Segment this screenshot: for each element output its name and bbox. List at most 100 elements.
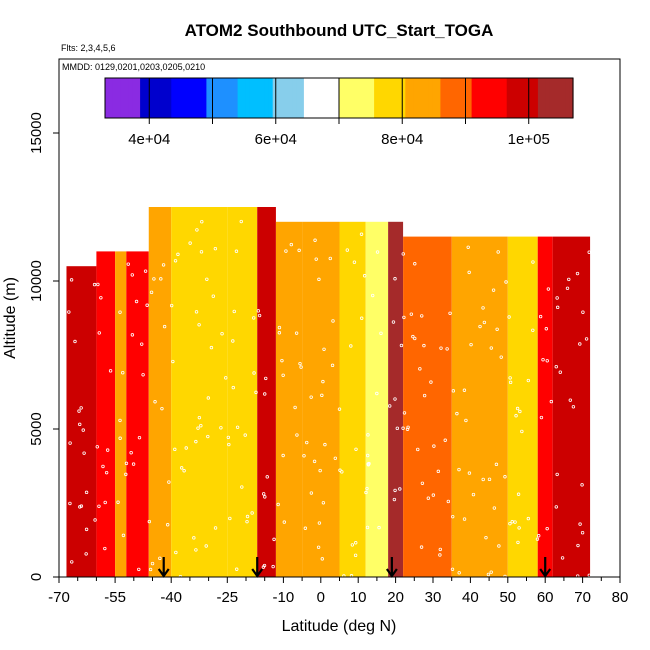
sample-point bbox=[462, 388, 467, 392]
sample-point bbox=[141, 373, 145, 377]
sample-point bbox=[280, 358, 284, 363]
sample-point bbox=[295, 433, 299, 437]
colorbar-segment bbox=[378, 78, 383, 118]
sample-point bbox=[95, 445, 99, 449]
x-tick-label: 60 bbox=[537, 589, 554, 606]
sample-point bbox=[68, 501, 72, 506]
colorbar-segment bbox=[452, 78, 457, 118]
sample-point bbox=[84, 527, 89, 532]
x-tick-label: 10 bbox=[350, 589, 367, 606]
sample-point bbox=[320, 393, 324, 398]
sample-point bbox=[503, 475, 507, 479]
heatmap-column-5 bbox=[171, 207, 228, 577]
colorbar-segment bbox=[537, 78, 543, 118]
sample-point bbox=[121, 533, 126, 538]
sample-point bbox=[359, 232, 364, 236]
sample-point bbox=[243, 433, 247, 437]
colorbar-segment bbox=[214, 78, 219, 118]
sample-point bbox=[179, 466, 184, 470]
sample-point bbox=[549, 399, 554, 404]
y-tick-label: 0 bbox=[28, 573, 45, 581]
sample-point bbox=[409, 312, 414, 316]
sample-point bbox=[116, 500, 120, 504]
colorbar-segment bbox=[315, 78, 321, 118]
sample-point bbox=[350, 543, 355, 547]
sample-point bbox=[379, 331, 383, 336]
x-tick-label: 30 bbox=[425, 589, 442, 606]
sample-point bbox=[349, 344, 353, 348]
colorbar-segment bbox=[389, 78, 395, 118]
colorbar-segment bbox=[171, 78, 176, 118]
colorbar-tick-label: 8e+04 bbox=[381, 131, 423, 148]
colorbar-segment bbox=[545, 78, 551, 118]
colorbar-segment bbox=[116, 78, 122, 118]
sample-point bbox=[313, 238, 317, 242]
sample-point bbox=[457, 467, 461, 472]
sample-point bbox=[131, 462, 136, 466]
sample-point bbox=[323, 442, 327, 447]
sample-point bbox=[420, 481, 425, 485]
colorbar-segment bbox=[241, 78, 246, 118]
colorbar-segment bbox=[280, 78, 285, 118]
sample-point bbox=[526, 378, 531, 383]
colorbar-segment bbox=[303, 78, 309, 118]
sample-point bbox=[580, 483, 584, 487]
colorbar-segment bbox=[417, 78, 422, 118]
sample-point bbox=[438, 553, 442, 557]
sample-point bbox=[499, 355, 503, 359]
sample-point bbox=[143, 269, 148, 273]
sample-point bbox=[581, 310, 585, 314]
sample-point bbox=[446, 499, 451, 504]
sample-point bbox=[429, 380, 433, 384]
colorbar-segment bbox=[424, 78, 430, 118]
sample-point bbox=[148, 567, 153, 572]
heatmap-column-7 bbox=[257, 207, 276, 577]
y-tick-label: 15000 bbox=[28, 112, 45, 154]
sample-point bbox=[432, 444, 436, 448]
sample-point bbox=[370, 293, 375, 298]
sample-point bbox=[354, 541, 358, 545]
sample-point bbox=[81, 428, 85, 432]
colorbar-segment bbox=[350, 78, 356, 118]
colorbar-segment bbox=[183, 78, 188, 118]
sample-point bbox=[486, 572, 491, 577]
x-tick-label: 80 bbox=[612, 589, 629, 606]
sample-point bbox=[353, 553, 358, 558]
colorbar-segment bbox=[428, 78, 434, 118]
sample-point bbox=[328, 256, 332, 261]
sample-point bbox=[239, 219, 243, 224]
colorbar-segment bbox=[561, 78, 566, 118]
colorbar-segment bbox=[120, 78, 126, 118]
y-tick-label: 5000 bbox=[28, 412, 45, 445]
colorbar-segment bbox=[370, 78, 375, 118]
colorbar-segment bbox=[249, 78, 254, 118]
sample-point bbox=[443, 438, 447, 442]
colorbar-segment bbox=[530, 78, 535, 118]
sample-point bbox=[457, 571, 461, 575]
colorbar-segment bbox=[420, 78, 426, 118]
sample-point bbox=[413, 262, 417, 266]
colorbar-segment bbox=[218, 78, 223, 118]
sample-point bbox=[206, 396, 211, 400]
colorbar-segment bbox=[366, 78, 371, 118]
sample-point bbox=[560, 556, 565, 560]
sample-point bbox=[464, 418, 468, 423]
colorbar-segment bbox=[319, 78, 324, 118]
colorbar-segment bbox=[436, 78, 441, 118]
sample-point bbox=[67, 310, 71, 314]
sample-point bbox=[226, 435, 231, 440]
sample-point bbox=[298, 361, 302, 366]
sample-point bbox=[496, 250, 500, 254]
sample-point bbox=[517, 526, 521, 530]
colorbar-segment bbox=[381, 78, 387, 118]
sample-point bbox=[554, 505, 558, 509]
sample-point bbox=[467, 270, 471, 275]
sample-point bbox=[391, 320, 396, 324]
sample-point bbox=[176, 252, 180, 257]
arrow-marker-0 bbox=[157, 557, 170, 578]
colorbar-segment bbox=[456, 78, 461, 118]
colorbar-segment bbox=[202, 78, 207, 118]
sample-point bbox=[318, 468, 322, 473]
sample-point bbox=[277, 325, 282, 330]
